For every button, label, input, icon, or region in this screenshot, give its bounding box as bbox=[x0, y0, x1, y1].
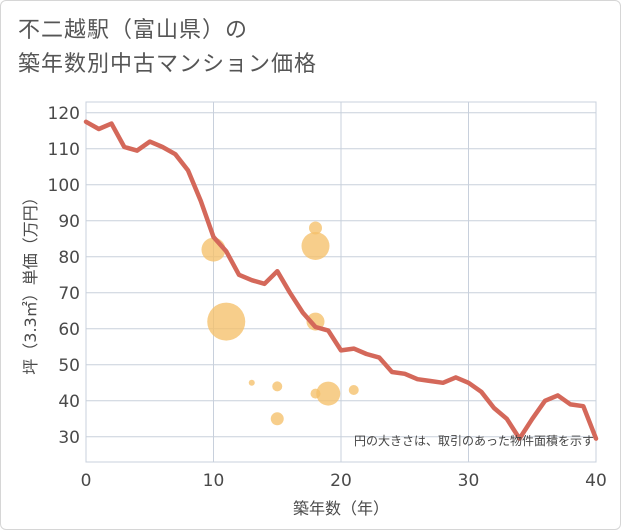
y-tick-label: 120 bbox=[48, 104, 80, 124]
x-tick-label: 0 bbox=[81, 471, 92, 491]
bubble-point bbox=[272, 381, 283, 392]
x-tick-label: 40 bbox=[585, 471, 607, 491]
y-tick-label: 70 bbox=[58, 284, 80, 304]
bubble-point bbox=[348, 385, 359, 395]
x-axis-label: 築年数（年） bbox=[293, 499, 389, 518]
bubble-point bbox=[316, 381, 341, 406]
chart-title-line-2: 築年数別中古マンション価格 bbox=[18, 52, 318, 77]
y-tick-label: 60 bbox=[58, 320, 80, 340]
bubble-point bbox=[270, 412, 284, 426]
chart-title: 不二越駅（富山県）の 築年数別中古マンション価格 bbox=[18, 14, 317, 82]
x-tick-label: 20 bbox=[330, 471, 352, 491]
size-note: 円の大きさは、取引のあった物件面積を示す bbox=[354, 433, 594, 448]
series-line bbox=[83, 119, 599, 441]
y-tick-label: 80 bbox=[58, 248, 80, 268]
y-tick-label: 90 bbox=[58, 212, 80, 232]
bubble-point bbox=[301, 232, 330, 260]
bubble-point bbox=[207, 302, 246, 341]
y-tick-label: 110 bbox=[48, 140, 80, 160]
bubble-point bbox=[309, 221, 322, 235]
y-tick-label: 50 bbox=[58, 356, 80, 376]
y-axis-label: 坪（3.3㎡）単価（万円） bbox=[21, 189, 40, 374]
x-tick-label: 10 bbox=[203, 471, 225, 491]
chart-title-line-1: 不二越駅（富山県）の bbox=[18, 18, 249, 43]
bubble-point bbox=[248, 379, 255, 386]
y-tick-label: 40 bbox=[58, 392, 80, 412]
x-tick-label: 30 bbox=[458, 471, 480, 491]
y-tick-label: 30 bbox=[58, 428, 80, 448]
y-tick-label: 100 bbox=[48, 176, 80, 196]
